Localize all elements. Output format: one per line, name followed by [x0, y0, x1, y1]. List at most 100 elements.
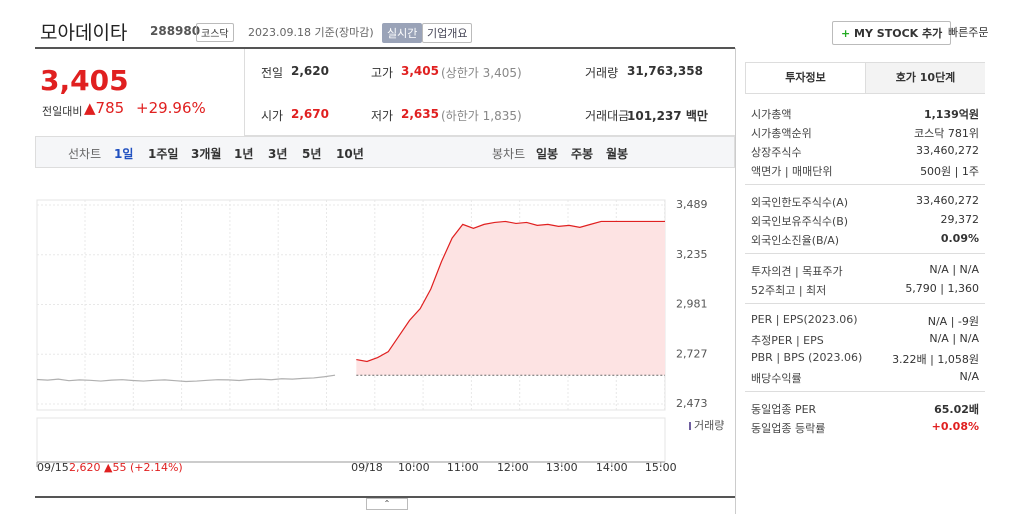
info-row: 외국인한도주식수(A) 33,460,272	[751, 194, 979, 212]
info-value: N/A | N/A	[929, 332, 979, 345]
summary-label: 거래대금	[585, 109, 630, 123]
info-value: +0.08%	[931, 420, 979, 433]
info-value: 33,460,272	[916, 194, 979, 207]
summary-label: 시가	[261, 109, 284, 123]
info-row: 동일업종 등락률 +0.08%	[751, 420, 979, 438]
prev-value: 55	[112, 461, 126, 474]
period-tab[interactable]: 1년	[234, 147, 254, 161]
price-line	[356, 220, 665, 363]
info-value: 65.02배	[934, 403, 979, 416]
info-value: N/A | -9원	[927, 315, 979, 328]
info-value: 29,372	[940, 213, 980, 226]
change-value: 785	[95, 99, 125, 117]
summary-value: 2,620	[291, 64, 329, 78]
info-row: 시가총액순위 코스닥 781위	[751, 125, 979, 143]
mystock-button[interactable]: + MY STOCK 추가	[832, 21, 952, 45]
realtime-button[interactable]: 실시간	[382, 23, 423, 43]
info-value: N/A	[959, 370, 979, 383]
separator	[745, 391, 985, 392]
info-label: 동일업종 PER	[751, 403, 817, 416]
separator	[745, 303, 985, 304]
period-tab[interactable]: 3개월	[191, 147, 222, 161]
info-row: 배당수익률 N/A	[751, 370, 979, 388]
y-tick-label: 3,489	[676, 198, 708, 211]
y-tick-label: 2,981	[676, 298, 708, 311]
x-tick-label: 14:00	[596, 461, 628, 474]
summary-box: 전일 2,620 고가 3,405 (상한가 3,405) 거래량 31,763,358 시가…	[244, 49, 736, 136]
x-tick-label: 13:00	[546, 461, 578, 474]
summary-value: 31,763,358	[627, 64, 703, 78]
candle-tab[interactable]: 일봉	[536, 147, 559, 161]
separator	[745, 184, 985, 185]
summary-note: (하한가 1,835)	[441, 109, 522, 123]
mystock-text: MY STOCK 추가	[854, 27, 943, 40]
price-chart: 2,473 2,727 2,981 3,235 3,489 거래량 09/15 09/18 10…	[35, 198, 735, 498]
info-label: 배당수익률	[751, 372, 802, 385]
summary-value: 3,405	[401, 64, 439, 78]
info-value: 코스닥 781위	[914, 127, 979, 140]
x-tick-label: 11:00	[447, 461, 479, 474]
price-line	[36, 374, 336, 383]
info-row: 추정PER | EPS N/A | N/A	[751, 332, 979, 350]
prev-summary: 2,620 ▲55 (+2.14%)	[69, 461, 183, 474]
info-label: 동일업종 등락률	[751, 422, 826, 435]
info-row: 동일업종 PER 65.02배	[751, 401, 979, 419]
x-tick-label: 15:00	[645, 461, 677, 474]
tab-bar: 선차트 1일 1주일 3개월 1년 3년 5년 10년 봉차트 일봉 주봉 월봉	[35, 136, 735, 168]
info-row: 액면가 | 매매단위 500원 | 1주	[751, 163, 979, 181]
info-row: PER | EPS(2023.06) N/A | -9원	[751, 313, 979, 331]
candle-tab[interactable]: 월봉	[606, 147, 629, 161]
summary-label: 저가	[371, 109, 394, 123]
info-label: 외국인보유주식수(B)	[751, 215, 849, 228]
summary-label: 고가	[371, 66, 394, 80]
period-tab[interactable]: 3년	[268, 147, 288, 161]
period-tab[interactable]: 1주일	[148, 147, 179, 161]
side-tab[interactable]: 투자정보	[785, 71, 826, 84]
expand-button[interactable]: ⌃	[366, 498, 408, 510]
stock-name: 모아데이타	[40, 22, 128, 44]
area-fill	[356, 221, 665, 376]
period-tab[interactable]: 10년	[336, 147, 364, 161]
date: 2023.09.18 기준(장마감)	[248, 26, 374, 39]
change-rate: +29.96%	[136, 99, 206, 117]
info-label: 액면가 | 매매단위	[751, 165, 833, 178]
x-tick-label: 09/18	[351, 461, 383, 474]
info-value: 500원 | 1주	[920, 165, 979, 178]
info-label: 52주최고 | 최저	[751, 284, 827, 297]
y-tick-label: 2,473	[676, 397, 708, 410]
current-price: 3,405	[40, 64, 129, 97]
y-tick-label: 2,727	[676, 347, 708, 360]
info-label: 시가총액	[751, 108, 792, 121]
overview-button[interactable]: 기업개요	[422, 23, 473, 43]
info-row: PBR | BPS (2023.06) 3.22배 | 1,058원	[751, 351, 979, 369]
info-value: N/A | N/A	[929, 263, 979, 276]
volume-legend: 거래량	[694, 419, 724, 432]
info-value: 5,790 | 1,360	[905, 282, 979, 295]
market-badge: 코스닥	[196, 23, 234, 42]
x-tick-label: 12:00	[497, 461, 529, 474]
candle-tab[interactable]: 주봉	[571, 147, 594, 161]
info-row: 외국인소진율(B/A) 0.09%	[751, 232, 979, 250]
period-tab[interactable]: 5년	[302, 147, 322, 161]
side-tab[interactable]: 호가 10단계	[865, 63, 985, 93]
prev-sep: ▲	[101, 461, 113, 474]
summary-value: 2,635	[401, 107, 439, 121]
divider	[735, 48, 736, 514]
info-label: 추정PER | EPS	[751, 334, 824, 347]
separator	[745, 253, 985, 254]
change-label: 전일대비	[42, 105, 83, 118]
summary-value: 101,237 백만	[627, 109, 708, 123]
info-label: 투자의견 | 목표주가	[751, 265, 843, 278]
summary-note: (상한가 3,405)	[441, 66, 522, 80]
tab-label: 봉차트	[492, 147, 526, 161]
info-row: 상장주식수 33,460,272	[751, 144, 979, 162]
info-value: 33,460,272	[916, 144, 979, 157]
period-tab[interactable]: 1일	[114, 147, 134, 161]
prev-value: (+2.14%)	[130, 461, 183, 474]
volume-frame	[36, 417, 666, 463]
side-tabs: 투자정보 호가 10단계	[745, 62, 985, 94]
info-label: 외국인한도주식수(A)	[751, 196, 849, 209]
legend-swatch	[689, 422, 691, 430]
side-info: 시가총액 1,139억원 시가총액순위 코스닥 781위 상장주식수 33,460,272…	[745, 100, 985, 450]
quick-order[interactable]: 빠른주문	[948, 26, 989, 39]
